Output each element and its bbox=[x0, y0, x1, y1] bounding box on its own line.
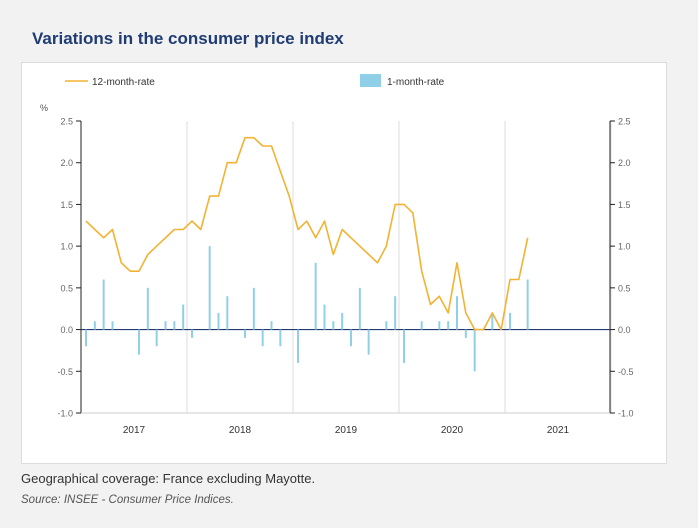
bar-1-month-rate bbox=[252, 287, 255, 330]
bar-1-month-rate bbox=[420, 321, 423, 330]
bar-1-month-rate bbox=[191, 329, 193, 338]
chart-title: Variations in the consumer price index bbox=[32, 29, 344, 48]
y-tick-label-right: 0.5 bbox=[618, 283, 631, 293]
bar-1-month-rate bbox=[182, 304, 185, 330]
y-tick-label-right: 2.0 bbox=[618, 158, 631, 168]
bar-1-month-rate bbox=[323, 304, 326, 330]
bar-1-month-rate bbox=[261, 329, 264, 347]
bar-1-month-rate bbox=[491, 312, 494, 330]
y-tick-label-left: -0.5 bbox=[57, 367, 73, 377]
axes bbox=[80, 121, 611, 414]
bar-1-month-rate bbox=[473, 329, 476, 372]
y-tick-label-left: 0.0 bbox=[60, 325, 73, 335]
line-12-month-rate bbox=[85, 136, 529, 331]
y-tick-label-left: 1.5 bbox=[60, 200, 73, 210]
y-tick-label-left: 1.0 bbox=[60, 242, 73, 252]
bar-1-month-rate bbox=[367, 329, 370, 355]
bar-1-month-rate bbox=[155, 329, 158, 347]
y-axis-unit-label: % bbox=[40, 103, 48, 113]
coverage-note: Geographical coverage: France excluding … bbox=[21, 471, 316, 486]
bar-1-month-rate bbox=[279, 329, 282, 347]
legend-bar-swatch bbox=[360, 74, 381, 87]
x-tick-label-year: 2020 bbox=[441, 425, 464, 436]
bar-1-month-rate bbox=[447, 321, 450, 330]
y-tick-label-left: -1.0 bbox=[57, 409, 73, 419]
bar-1-month-rate bbox=[297, 329, 299, 363]
bar-1-month-rate bbox=[314, 262, 317, 330]
bar-1-month-rate bbox=[111, 321, 114, 330]
bar-1-month-rate bbox=[438, 321, 441, 330]
bar-1-month-rate bbox=[217, 312, 220, 330]
bar-1-month-rate bbox=[164, 321, 167, 330]
bar-1-month-rate bbox=[244, 329, 246, 338]
y-tick-label-right: -1.0 bbox=[618, 409, 634, 419]
bar-1-month-rate bbox=[394, 296, 397, 330]
y-ticks-left: 2.5 2.0 1.5 1.0 0.5 0.0 -0.5 -1.0 bbox=[57, 117, 81, 419]
bar-1-month-rate bbox=[509, 312, 511, 330]
bar-1-month-rate bbox=[332, 321, 335, 330]
x-tick-label-year: 2021 bbox=[547, 425, 570, 436]
bar-1-month-rate bbox=[85, 329, 87, 347]
legend-label-1-month-rate: 1-month-rate bbox=[387, 77, 445, 88]
bar-1-month-rate bbox=[102, 279, 105, 330]
bar-1-month-rate bbox=[270, 321, 273, 330]
source-note: Source: INSEE - Consumer Price Indices. bbox=[21, 494, 234, 506]
bar-1-month-rate bbox=[226, 296, 229, 330]
bar-1-month-rate bbox=[464, 329, 467, 338]
y-tick-label-right: -0.5 bbox=[618, 367, 634, 377]
bar-1-month-rate bbox=[403, 329, 405, 363]
x-tick-label-year: 2017 bbox=[123, 425, 146, 436]
y-tick-label-right: 1.5 bbox=[618, 200, 631, 210]
bar-1-month-rate bbox=[341, 312, 344, 330]
legend-label-12-month-rate: 12-month-rate bbox=[92, 77, 155, 88]
bar-1-month-rate bbox=[208, 246, 211, 330]
bar-series bbox=[85, 246, 529, 372]
bar-1-month-rate bbox=[138, 329, 140, 355]
y-tick-label-right: 2.5 bbox=[618, 117, 631, 127]
bar-1-month-rate bbox=[146, 287, 149, 330]
y-tick-label-right: 0.0 bbox=[618, 325, 631, 335]
y-tick-label-left: 2.5 bbox=[60, 117, 73, 127]
bar-1-month-rate bbox=[526, 279, 529, 330]
y-tick-label-left: 0.5 bbox=[60, 283, 73, 293]
bar-1-month-rate bbox=[350, 329, 352, 347]
x-tick-labels: 2017 2018 2019 2020 2021 bbox=[123, 425, 570, 436]
line-series bbox=[85, 136, 529, 331]
bar-1-month-rate bbox=[173, 321, 176, 330]
bar-1-month-rate bbox=[93, 321, 96, 330]
y-tick-label-left: 2.0 bbox=[60, 158, 73, 168]
cpi-chart: 12-month-rate 1-month-rate % 2.5 2.0 1.5 1.… bbox=[40, 74, 634, 436]
x-tick-label-year: 2018 bbox=[229, 425, 252, 436]
legend: 12-month-rate 1-month-rate bbox=[65, 74, 445, 88]
chart-panel: 12-month-rate 1-month-rate % 2.5 2.0 1.5 1.… bbox=[21, 62, 667, 464]
y-tick-label-right: 1.0 bbox=[618, 242, 631, 252]
bar-1-month-rate bbox=[385, 321, 388, 330]
bar-1-month-rate bbox=[456, 296, 458, 330]
bar-1-month-rate bbox=[358, 287, 361, 330]
y-ticks-right: 2.5 2.0 1.5 1.0 0.5 0.0 -0.5 -1.0 bbox=[610, 117, 634, 419]
x-tick-label-year: 2019 bbox=[335, 425, 358, 436]
grid-lines bbox=[186, 121, 612, 413]
